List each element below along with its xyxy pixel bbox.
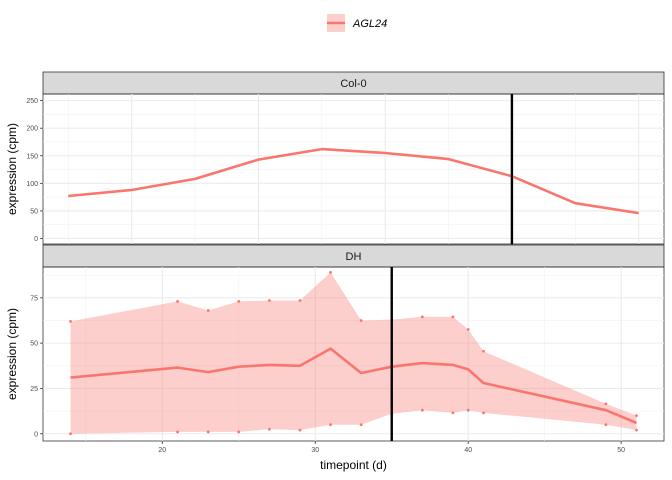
y-tick-label: 75 <box>30 295 38 302</box>
point-upper <box>604 402 608 406</box>
x-tick-label: 20 <box>158 447 166 454</box>
legend: AGL24 <box>327 14 387 32</box>
ribbon-agl24 <box>70 272 637 434</box>
y-tick-label: 100 <box>26 181 38 188</box>
point-upper <box>329 271 332 274</box>
point-upper <box>451 315 455 319</box>
x-tick-label: 40 <box>464 447 472 454</box>
point-lower <box>466 408 470 412</box>
point-upper <box>69 319 72 323</box>
panel-dh: DH 20 30 40 50 0 25 50 75 expression (cpm) <box>5 244 665 454</box>
panel-data-dh <box>69 267 638 441</box>
series-line-agl24 <box>68 147 639 215</box>
point-lower <box>604 423 608 427</box>
y-axis-title-col-0: expression (cpm) <box>5 123 19 215</box>
panel-border-col-0 <box>42 93 665 245</box>
panel-axes-col-0: 810121416050100150200250 <box>26 98 642 257</box>
y-tick-label: 50 <box>30 208 38 215</box>
point-lower <box>329 423 332 427</box>
point-lower <box>69 432 72 436</box>
point-upper <box>206 309 210 312</box>
point-lower <box>451 411 455 415</box>
point-lower <box>206 430 210 434</box>
x-axis-title: timepoint (d) <box>320 458 387 472</box>
point-upper <box>298 299 302 302</box>
point-upper <box>359 319 363 322</box>
point-upper <box>237 300 241 303</box>
y-tick-label: 50 <box>30 341 38 348</box>
point-lower <box>482 411 485 415</box>
point-upper <box>635 414 638 418</box>
point-upper <box>482 349 485 353</box>
y-tick-label: 150 <box>26 153 38 160</box>
panel-data-col-0 <box>68 94 639 244</box>
point-upper <box>420 315 424 319</box>
point-lower <box>420 408 424 412</box>
panel-border-dh <box>42 266 665 442</box>
y-tick-label: 25 <box>30 386 38 393</box>
point-lower <box>176 430 180 434</box>
point-lower <box>298 428 302 432</box>
point-upper <box>466 328 470 331</box>
point-lower <box>267 427 271 431</box>
y-tick-label: 0 <box>34 431 38 438</box>
panel-grid-col-0 <box>43 94 664 244</box>
point-upper <box>176 300 180 303</box>
point-lower <box>237 430 241 434</box>
strip-label-dh: DH <box>346 251 362 263</box>
y-axis-title-dh: expression (cpm) <box>5 308 19 400</box>
y-tick-label: 250 <box>26 98 38 105</box>
y-tick-label: 200 <box>26 126 38 133</box>
point-upper <box>267 299 271 302</box>
point-lower <box>359 423 363 427</box>
strip-label-col-0: Col-0 <box>340 78 366 90</box>
x-tick-label: 50 <box>617 447 625 454</box>
legend-label-agl24: AGL24 <box>352 18 387 30</box>
series-line-agl24 <box>70 347 637 425</box>
panel-col-0: Col-0 810121416050100150200250 expressio… <box>5 71 665 257</box>
x-tick-label: 30 <box>311 447 319 454</box>
y-tick-label: 0 <box>34 236 38 243</box>
point-lower <box>635 428 638 432</box>
panel-axes-dh: 20 30 40 50 0 25 50 75 <box>30 295 625 454</box>
